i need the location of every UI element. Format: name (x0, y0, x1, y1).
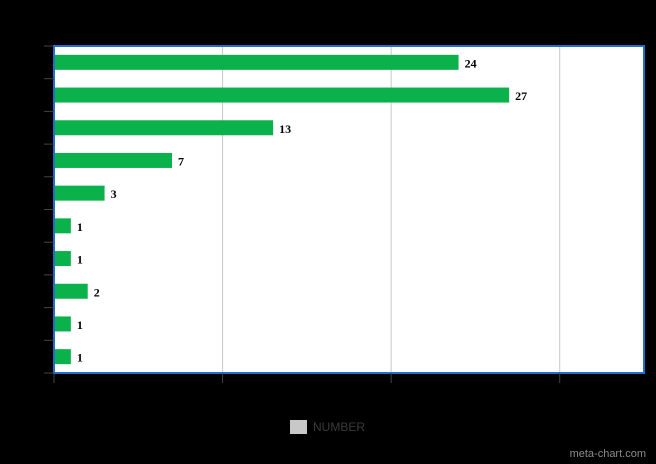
bar (54, 251, 71, 267)
bar (54, 185, 105, 201)
data-label: 24 (465, 56, 477, 70)
axis-ticks (44, 45, 561, 383)
data-label: 2 (94, 285, 100, 299)
data-label: 27 (515, 89, 527, 103)
bar (54, 316, 71, 332)
bar (54, 54, 459, 70)
bar (54, 283, 88, 299)
legend-swatch (290, 420, 307, 434)
data-label: 7 (178, 154, 184, 168)
bar (54, 152, 172, 168)
data-label: 3 (111, 187, 117, 201)
data-label: 13 (279, 122, 291, 136)
legend: NUMBER (290, 420, 365, 434)
data-label: 1 (77, 351, 83, 365)
bar (54, 120, 274, 136)
data-labels: 24 27 13 7 3 1 1 2 1 1 (77, 56, 527, 364)
bars (54, 54, 510, 365)
data-label: 1 (77, 253, 83, 267)
data-label: 1 (77, 220, 83, 234)
legend-label: NUMBER (313, 420, 366, 434)
bar (54, 218, 71, 234)
watermark: meta-chart.com (569, 448, 646, 460)
bar (54, 349, 71, 365)
data-label: 1 (77, 318, 83, 332)
bar (54, 87, 510, 103)
